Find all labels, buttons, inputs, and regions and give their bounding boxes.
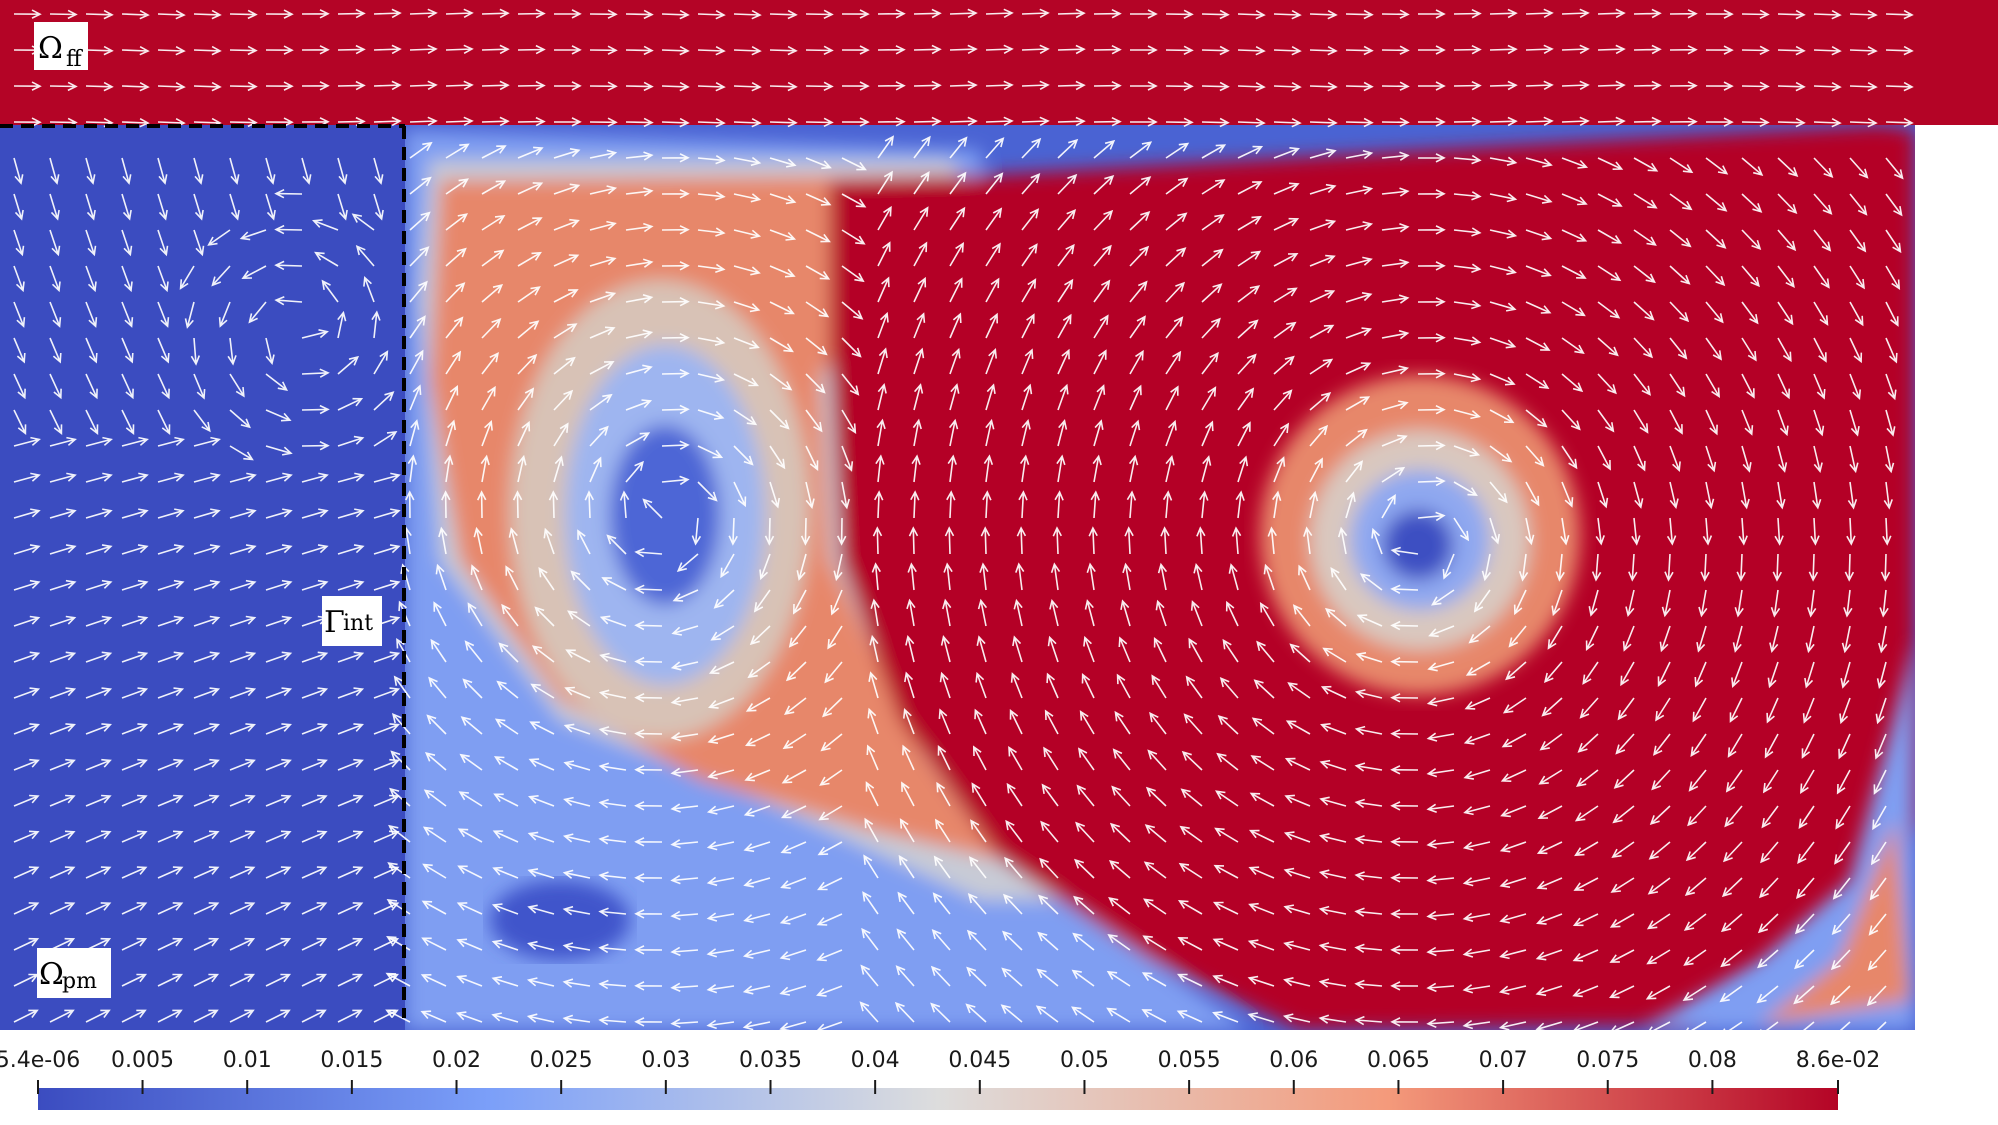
colorbar-tick-label: 0.065 [1367,1048,1430,1073]
colorbar-tick-label: 0.035 [739,1048,802,1073]
label-interface-symbol: Γ [324,605,345,640]
colorbar-tick-label: 0.08 [1688,1048,1737,1073]
colorbar-tick-label: 0.055 [1158,1048,1221,1073]
colorbar-tick-label: 8.6e-02 [1796,1048,1880,1073]
label-free-flow-sub: ff [66,47,83,72]
label-free-flow: Ω ff [34,22,88,72]
colorbar-tick-label: 0.075 [1576,1048,1639,1073]
colorbar-tick-label: 0.005 [111,1048,174,1073]
colorbar-tick-label: 0.04 [851,1048,900,1073]
porous-medium-region [0,125,405,1030]
colorbar-tick-label: 5.4e-06 [0,1048,80,1073]
label-free-flow-symbol: Ω [38,31,63,66]
colorbar-tick-label: 0.03 [641,1048,690,1073]
label-porous-medium-symbol: Ω [39,957,64,992]
colorbar-tick-label: 0.015 [320,1048,383,1073]
colorbar-tick-label: 0.01 [223,1048,272,1073]
colorbar-gradient [38,1088,1838,1110]
colorbar-tick-label: 0.025 [530,1048,593,1073]
label-porous-medium-sub: pm [62,969,97,994]
colorbar-ticks: 5.4e-06 0.005 0.01 0.015 0.02 0.025 0.03 0.035 0… [0,1048,1880,1094]
colorbar: 5.4e-06 0.005 0.01 0.015 0.02 0.025 0.03 0.035 0… [0,1048,1880,1110]
label-interface: Γ int [322,596,382,646]
colorbar-tick-label: 0.06 [1269,1048,1318,1073]
colorbar-tick-label: 0.045 [948,1048,1011,1073]
label-porous-medium: Ω pm [37,948,111,998]
colorbar-tick-label: 0.05 [1060,1048,1109,1073]
colorbar-tick-label: 0.02 [432,1048,481,1073]
colorbar-tick-label: 0.07 [1479,1048,1528,1073]
label-interface-sub: int [343,611,373,636]
